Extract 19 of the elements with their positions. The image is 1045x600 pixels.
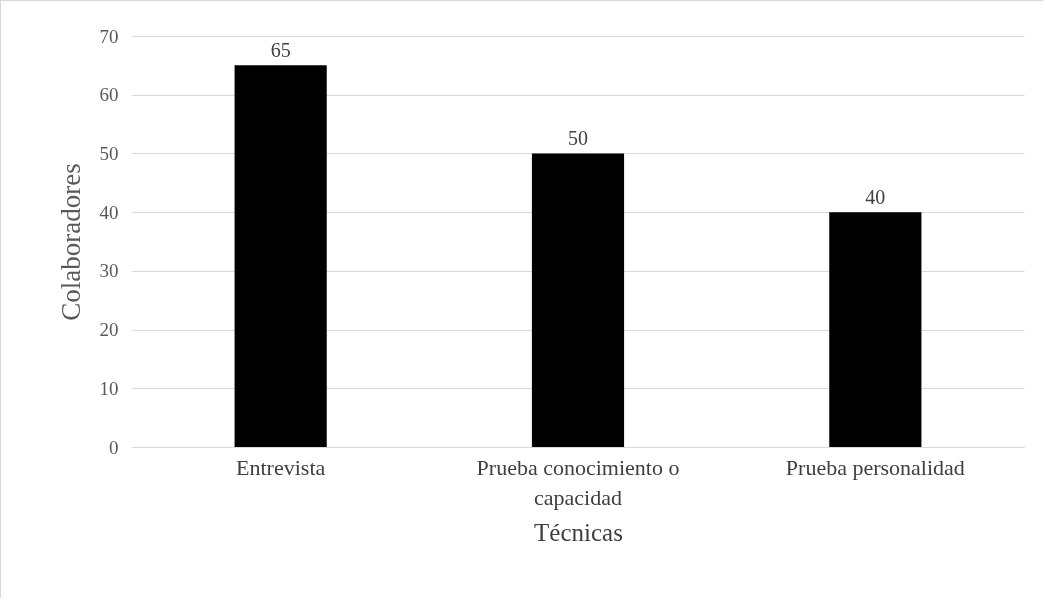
data-label: 50	[568, 127, 588, 150]
bar	[531, 153, 625, 447]
y-tick-label: 40	[99, 201, 119, 223]
y-tick-label: 50	[99, 142, 119, 164]
x-axis-title: Técnicas	[534, 518, 623, 546]
y-axis-title: Colaboradores	[55, 163, 86, 321]
bar	[829, 212, 922, 447]
data-label: 40	[865, 186, 886, 209]
x-tick-label: Entrevista	[236, 454, 326, 480]
x-tick-label: Prueba conocimiento o capacidad	[476, 454, 680, 510]
y-tick-label: 0	[109, 436, 119, 458]
bar	[234, 65, 327, 447]
y-tick-label: 60	[99, 84, 119, 106]
y-tick-label: 30	[99, 260, 119, 282]
data-label: 65	[270, 39, 291, 62]
x-tick-label: Prueba personalidad	[785, 454, 965, 480]
y-tick-label: 70	[99, 25, 119, 47]
y-tick-label: 10	[99, 377, 119, 399]
y-tick-label: 20	[99, 319, 119, 341]
